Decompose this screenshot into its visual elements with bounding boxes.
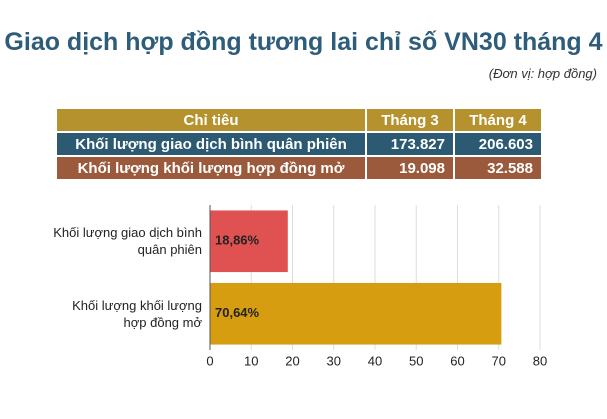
x-tick-label: 40 [368, 353, 382, 368]
y-tick-label: Khối lượng khối lượng hợp đồng mở [72, 297, 202, 330]
value-label: 18,86% [215, 233, 260, 248]
x-tick-label: 30 [327, 353, 341, 368]
x-tick-label: 70 [492, 353, 506, 368]
header-cell: Chỉ tiêu [57, 109, 365, 131]
value-label: 70,64% [215, 305, 260, 320]
table-row: Khối lượng khối lượng hợp đồng mở 19.098… [57, 157, 541, 179]
table-cell: Khối lượng giao dịch bình quân phiên [57, 133, 365, 155]
title: Giao dịch hợp đồng tương lai chỉ số VN30… [4, 28, 603, 56]
x-tick-label: 20 [285, 353, 299, 368]
table-cell: 32.588 [455, 157, 541, 179]
unit-note: (Đơn vị: hợp đồng) [488, 66, 597, 81]
header-cell: Tháng 4 [455, 109, 541, 131]
x-tick-label: 60 [450, 353, 464, 368]
table-cell: 206.603 [455, 133, 541, 155]
table-cell: Khối lượng khối lượng hợp đồng mở [57, 157, 365, 179]
table-cell: 19.098 [367, 157, 453, 179]
x-tick-label: 0 [206, 353, 213, 368]
header-cell: Tháng 3 [367, 109, 453, 131]
x-tick-label: 50 [409, 353, 423, 368]
x-tick-label: 80 [533, 353, 547, 368]
table-header: Chỉ tiêu Tháng 3 Tháng 4 [57, 109, 541, 131]
x-tick-label: 10 [244, 353, 258, 368]
bar [210, 210, 288, 273]
table-cell: 173.827 [367, 133, 453, 155]
data-table: Chỉ tiêu Tháng 3 Tháng 4 Khối lượng giao… [55, 107, 543, 181]
bar [210, 282, 502, 345]
table-row: Khối lượng giao dịch bình quân phiên 173… [57, 133, 541, 155]
y-tick-label: Khối lượng giao dịch bình quân phiên [53, 225, 202, 258]
